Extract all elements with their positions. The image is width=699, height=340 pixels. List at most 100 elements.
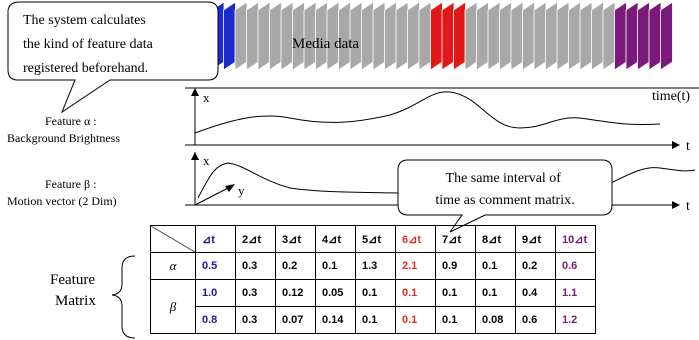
matrix-label: Feature Matrix [50, 272, 99, 309]
media-frame [580, 2, 592, 70]
table-cell: 0.12 [276, 280, 316, 307]
media-frame [500, 2, 512, 70]
table-cell: 0.3 [236, 253, 276, 280]
alpha-curve [195, 92, 660, 133]
media-frame [247, 2, 259, 70]
table-cell: 0.1 [436, 307, 476, 334]
media-frame [661, 2, 673, 70]
media-frame [477, 2, 489, 70]
arrow [672, 201, 680, 209]
table-row: β1.00.30.120.050.10.10.10.10.41.1 [151, 280, 596, 307]
beta-t-label: t [686, 199, 690, 214]
matrix-label-line: Feature [50, 272, 95, 288]
media-frame [603, 2, 615, 70]
table-cell: 4⊿t [316, 226, 356, 253]
table-cell: 0.9 [436, 253, 476, 280]
table-cell: 0.1 [316, 253, 356, 280]
table-cell: 0.1 [476, 280, 516, 307]
media-frame [235, 2, 247, 70]
media-frame [362, 2, 374, 70]
table-cell: 1.1 [556, 280, 596, 307]
table-cell: 0.1 [396, 307, 436, 334]
media-frame [592, 2, 604, 70]
media-frame [638, 2, 650, 70]
media-frame [534, 2, 546, 70]
table-cell: 0.1 [356, 307, 396, 334]
table-cell: 0.2 [276, 253, 316, 280]
table-cell: 0.6 [516, 307, 556, 334]
beta-y-axis [195, 186, 232, 205]
table-cell: 0.08 [476, 307, 516, 334]
table-cell [151, 226, 196, 253]
table-cell: 0.1 [436, 280, 476, 307]
table-cell: 1.2 [556, 307, 596, 334]
table-cell: 0.3 [236, 307, 276, 334]
table-cell: 5⊿t [356, 226, 396, 253]
arrow [672, 141, 680, 149]
media-frame [511, 2, 523, 70]
media-frame [385, 2, 397, 70]
table-cell: β [151, 280, 196, 334]
table-cell: 0.1 [396, 280, 436, 307]
table-cell: 1.0 [196, 280, 236, 307]
alpha-x-label: x [203, 90, 210, 105]
table-cell: 0.4 [516, 280, 556, 307]
table-cell: 2⊿t [236, 226, 276, 253]
media-frame [408, 2, 420, 70]
table-cell: 1.3 [356, 253, 396, 280]
table-cell: 0.6 [556, 253, 596, 280]
media-frame [649, 2, 661, 70]
arrow [191, 152, 199, 160]
table-cell: 0.2 [516, 253, 556, 280]
callout-line: The same interval of [446, 171, 562, 186]
media-frame [396, 2, 408, 70]
media-frame [258, 2, 270, 70]
table-cell: 0.3 [236, 280, 276, 307]
media-frame [615, 2, 627, 70]
table-cell: 0.05 [316, 280, 356, 307]
table-cell: 8⊿t [476, 226, 516, 253]
table-cell: 2.1 [396, 253, 436, 280]
table-cell: 0.07 [276, 307, 316, 334]
media-frame [442, 2, 454, 70]
media-label: Media data [292, 36, 359, 52]
media-frame [431, 2, 443, 70]
alpha-name: Feature α : [45, 114, 97, 128]
table-cell: ⊿t [196, 226, 236, 253]
table-cell: 0.1 [476, 253, 516, 280]
media-frame [626, 2, 638, 70]
beta-description: Motion vector (2 Dim) [7, 194, 117, 208]
table-cell: α [151, 253, 196, 280]
table-cell: 0.8 [196, 307, 236, 334]
arrow [225, 184, 235, 192]
table-cell: 0.1 [356, 280, 396, 307]
media-frame [419, 2, 431, 70]
alpha-description: Background Brightness [7, 131, 120, 145]
callout-line: The system calculates [23, 13, 146, 28]
table-cell: 0.5 [196, 253, 236, 280]
callout-line: registered beforehand. [23, 61, 148, 76]
callout-line: time as comment matrix. [435, 193, 574, 208]
beta-x-label: x [203, 153, 210, 168]
media-frame [224, 2, 236, 70]
media-frame [546, 2, 558, 70]
media-frame [488, 2, 500, 70]
brace [112, 256, 135, 338]
media-frame [270, 2, 282, 70]
media-strip [212, 2, 673, 70]
media-frame [454, 2, 466, 70]
table-cell: 0.14 [316, 307, 356, 334]
table-cell: 3⊿t [276, 226, 316, 253]
table-cell: 10⊿t [556, 226, 596, 253]
media-frame [523, 2, 535, 70]
table-cell: 6⊿t [396, 226, 436, 253]
arrow [191, 88, 199, 96]
callout-text: The system calculates the kind of featur… [23, 13, 156, 76]
media-frame [569, 2, 581, 70]
callout-line: the kind of feature data [23, 37, 154, 52]
table-cell: 9⊿t [516, 226, 556, 253]
alpha-t-label: t [686, 139, 690, 154]
